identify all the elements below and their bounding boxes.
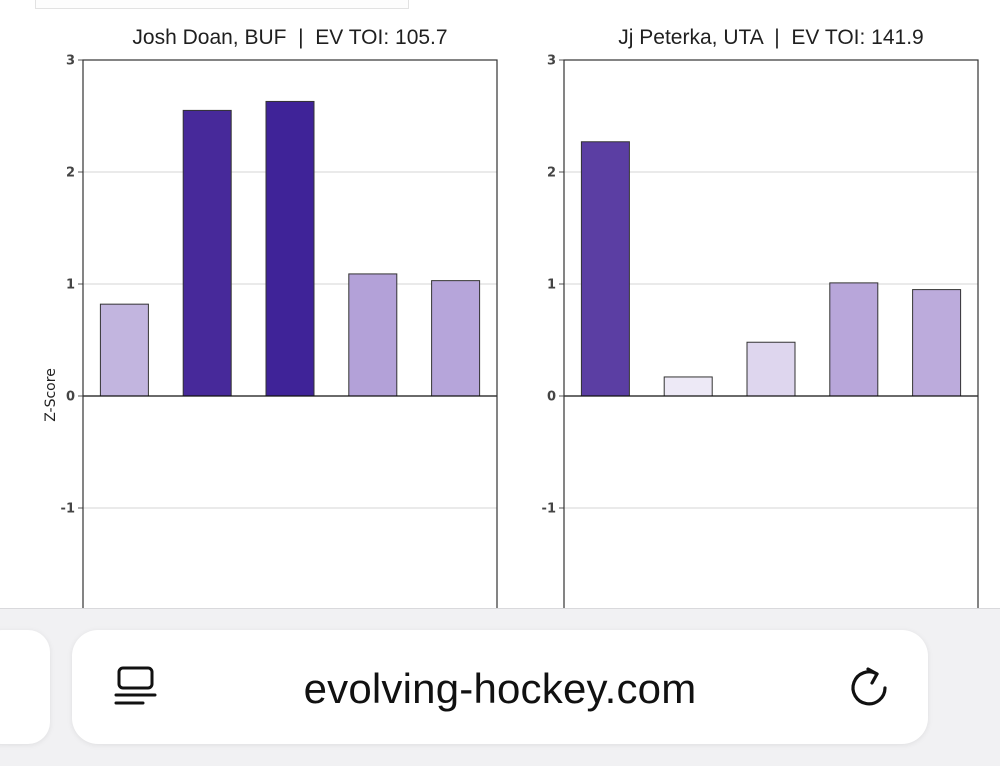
y-tick-label: 1 (66, 278, 75, 293)
chart-title-jj-peterka: Jj Peterka, UTA | EV TOI: 141.9 (618, 26, 924, 49)
address-bar[interactable]: evolving-hockey.com (72, 630, 928, 744)
y-tick-label: 3 (547, 54, 556, 69)
bar-1 (580, 141, 630, 397)
bar-3 (746, 341, 796, 397)
y-tick-label: 1 (547, 278, 556, 293)
page-menu-icon[interactable] (114, 664, 160, 710)
url-text: evolving-hockey.com (303, 665, 697, 712)
y-tick-label: 2 (547, 166, 556, 181)
y-tick-label: -1 (61, 502, 75, 517)
bar-2 (663, 376, 713, 397)
previous-tab-card[interactable] (0, 630, 50, 744)
y-tick-label: 0 (66, 390, 75, 405)
y-tick-label: 0 (547, 390, 556, 405)
plot-frame (82, 59, 498, 610)
y-axis-label: Z-Score (43, 368, 59, 422)
chart-jj-peterka: 3 2 1 0 -1 (542, 54, 979, 610)
y-tick-label: 2 (66, 166, 75, 181)
bar-3 (265, 100, 315, 397)
y-tick-label: 3 (66, 54, 75, 69)
top-strip (35, 0, 409, 9)
chart-josh-doan: 3 2 1 0 -1 (61, 54, 498, 610)
bar-5 (431, 280, 481, 397)
bar-2 (182, 109, 232, 397)
bar-5 (912, 289, 962, 397)
bar-1 (99, 303, 149, 397)
charts-area: 3 2 1 0 -1 3 2 1 0 -1 Z-Score (43, 54, 979, 610)
plot-frame (563, 59, 979, 610)
y-tick-label: -1 (542, 502, 556, 517)
bar-4 (348, 273, 398, 397)
bar-4 (829, 282, 879, 397)
reload-icon[interactable] (846, 663, 894, 711)
chart-title-josh-doan: Josh Doan, BUF | EV TOI: 105.7 (132, 26, 448, 49)
